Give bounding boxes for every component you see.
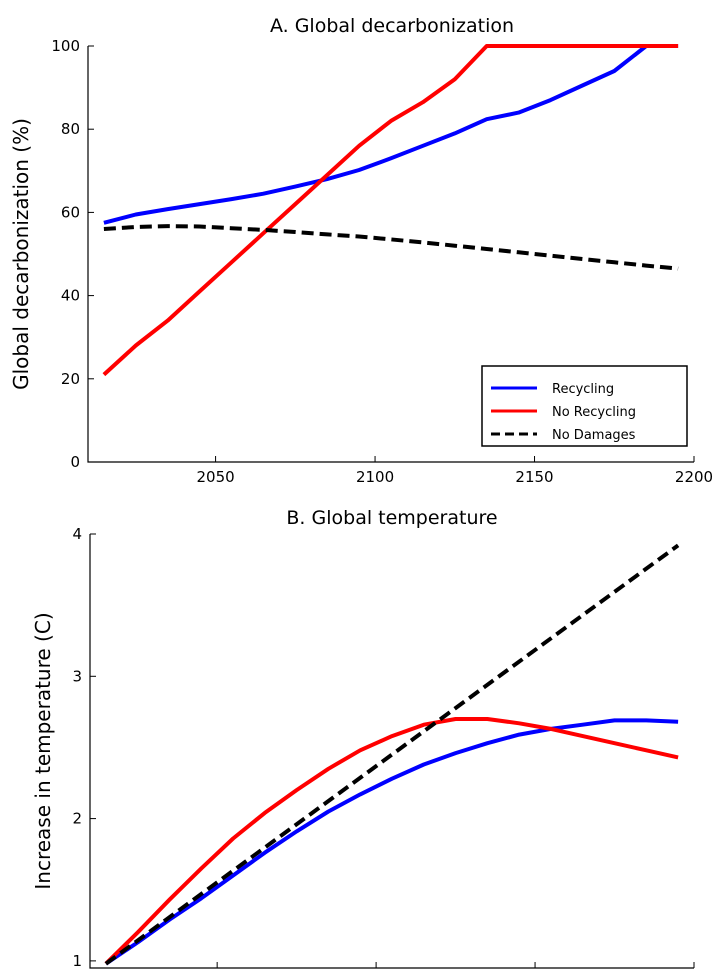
legend-label-no-recycling: No Recycling — [552, 405, 636, 420]
panel-decarbonization: A. Global decarbonization Global decarbo… — [9, 15, 713, 486]
x-tick-label: 2200 — [675, 468, 713, 486]
series-line-0 — [103, 44, 679, 225]
x-tick-label: 2050 — [196, 468, 234, 486]
chart-title: A. Global decarbonization — [270, 15, 514, 37]
plot-area: 12342050210021502200 — [72, 525, 695, 970]
series-line-0 — [104, 718, 679, 966]
legend-label-recycling: Recycling — [552, 382, 614, 397]
y-axis-label: Increase in temperature (C) — [31, 612, 55, 889]
y-tick-label: 100 — [51, 37, 80, 55]
y-tick-label: 0 — [70, 453, 80, 471]
chart-title: B. Global temperature — [286, 507, 497, 529]
legend-label-no-damages: No Damages — [552, 428, 636, 443]
y-tick-label: 4 — [72, 525, 82, 543]
series-line-1 — [104, 717, 679, 966]
y-tick-label: 20 — [61, 370, 80, 388]
axis-spines — [89, 534, 694, 969]
y-tick-label: 3 — [72, 667, 82, 685]
plot-area: 0 20 40 60 80 100 2050 2100 2150 2200 — [51, 37, 713, 486]
series-line-1 — [102, 44, 679, 377]
panel-temperature: B. Global temperature Increase in temper… — [31, 507, 695, 970]
y-tick-label: 80 — [61, 120, 80, 138]
series-line-2 — [103, 224, 679, 271]
y-tick-label: 60 — [61, 203, 80, 221]
x-tick-label: 2100 — [356, 468, 394, 486]
y-tick-label: 2 — [72, 810, 82, 828]
legend-box — [481, 365, 688, 447]
legend: Recycling No Recycling No Damages — [481, 365, 688, 447]
y-tick-label: 1 — [72, 952, 82, 970]
y-axis-label: Global decarbonization (%) — [9, 118, 33, 390]
series-line-2 — [104, 543, 680, 966]
y-tick-label: 40 — [61, 287, 80, 305]
x-tick-label: 2150 — [515, 468, 553, 486]
